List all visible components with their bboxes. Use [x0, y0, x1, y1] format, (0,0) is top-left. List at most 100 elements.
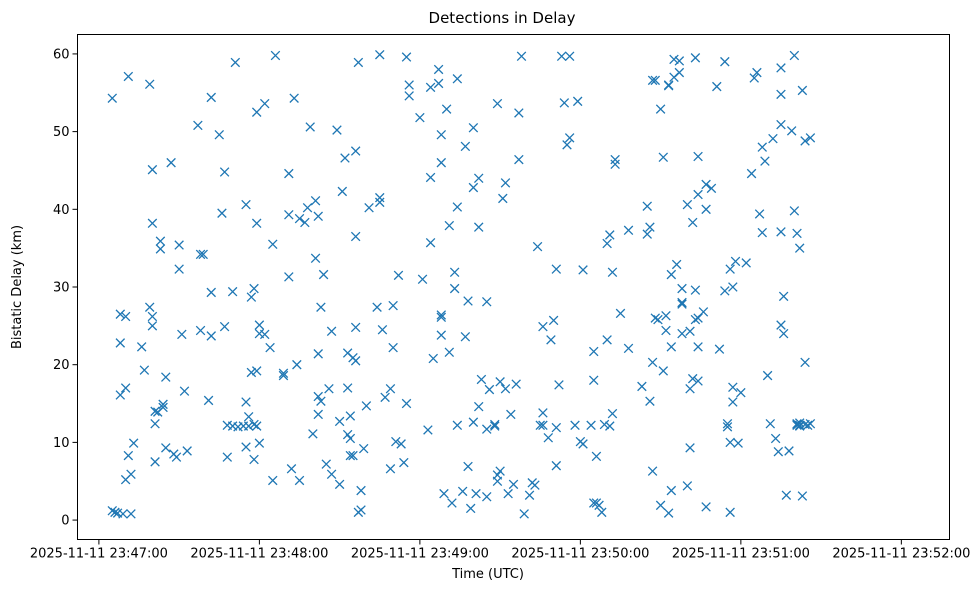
data-point	[655, 104, 666, 114]
data-point	[388, 342, 398, 353]
data-point	[340, 153, 350, 163]
data-point	[452, 202, 463, 212]
data-point	[588, 498, 599, 508]
data-point	[348, 450, 358, 461]
data-point	[770, 433, 781, 444]
data-point	[198, 249, 208, 260]
data-point	[385, 384, 396, 394]
data-point	[441, 104, 452, 114]
data-point	[364, 202, 374, 213]
data-point	[666, 342, 677, 352]
data-point	[728, 397, 738, 407]
data-point	[728, 382, 738, 392]
data-point	[254, 438, 265, 448]
data-point	[653, 314, 663, 325]
data-point	[241, 442, 251, 452]
data-point	[778, 291, 789, 302]
data-point	[647, 357, 658, 368]
data-point	[728, 282, 738, 292]
data-point	[516, 51, 527, 62]
data-point	[126, 469, 136, 479]
data-point	[693, 342, 703, 352]
data-point	[754, 209, 765, 219]
data-point	[324, 384, 334, 394]
data-point	[460, 141, 471, 152]
data-point	[425, 237, 436, 248]
data-point	[776, 89, 786, 100]
data-point	[468, 417, 479, 427]
data-point	[570, 420, 580, 431]
data-point	[254, 320, 265, 330]
data-point	[278, 368, 289, 378]
data-point	[316, 302, 326, 312]
data-point	[701, 204, 711, 215]
data-point	[374, 197, 385, 208]
data-point	[642, 229, 653, 239]
data-point	[481, 424, 492, 434]
data-point	[495, 377, 505, 387]
data-point	[805, 133, 816, 143]
data-point	[498, 193, 508, 204]
data-point	[666, 485, 677, 496]
data-point	[139, 365, 150, 375]
data-point	[345, 450, 356, 461]
data-point	[144, 79, 155, 89]
data-point	[725, 264, 735, 274]
data-point	[380, 392, 390, 403]
data-point	[241, 199, 251, 210]
data-point	[607, 267, 618, 277]
data-point	[385, 464, 396, 474]
data-point	[687, 217, 698, 228]
data-point	[294, 213, 305, 224]
data-point	[752, 67, 762, 78]
data-point	[326, 469, 337, 479]
data-point	[551, 422, 562, 433]
x-tick-label: 2025-11-11 23:49:00	[351, 547, 489, 562]
data-point	[425, 82, 436, 93]
data-point	[495, 466, 505, 476]
data-point	[736, 387, 746, 398]
data-point	[316, 396, 326, 406]
data-point	[404, 91, 414, 101]
data-point	[284, 168, 294, 179]
data-point	[511, 379, 521, 389]
data-point	[481, 492, 492, 502]
data-point	[399, 457, 409, 468]
data-point	[174, 240, 184, 250]
data-point	[615, 308, 626, 319]
data-point	[126, 509, 136, 519]
data-point	[714, 344, 725, 354]
data-point	[356, 505, 366, 515]
data-point	[115, 309, 126, 319]
data-point	[374, 49, 385, 60]
data-point	[677, 328, 687, 339]
data-point	[313, 409, 323, 420]
data-point	[532, 241, 543, 252]
data-point	[500, 384, 511, 394]
data-point	[227, 286, 238, 297]
data-point	[588, 346, 599, 357]
data-point	[268, 239, 278, 250]
data-point	[195, 325, 206, 336]
data-point	[564, 133, 575, 143]
data-point	[762, 370, 773, 381]
data-point	[682, 199, 693, 210]
data-point	[794, 421, 805, 431]
data-point	[514, 108, 524, 118]
y-tick-label: 0	[61, 514, 69, 529]
data-point	[356, 485, 366, 496]
data-point	[623, 343, 634, 354]
data-point	[551, 264, 562, 274]
data-point	[794, 418, 805, 428]
data-point	[452, 420, 463, 431]
data-point	[460, 331, 471, 342]
data-point	[722, 418, 733, 429]
data-point	[594, 500, 604, 511]
data-point	[350, 322, 361, 333]
data-point	[666, 269, 677, 280]
data-point	[792, 228, 802, 239]
x-axis: 2025-11-11 23:47:00 2025-11-11 23:48:00 20…	[30, 539, 970, 562]
data-point	[350, 146, 361, 156]
data-point	[650, 75, 661, 86]
data-point	[677, 297, 687, 308]
